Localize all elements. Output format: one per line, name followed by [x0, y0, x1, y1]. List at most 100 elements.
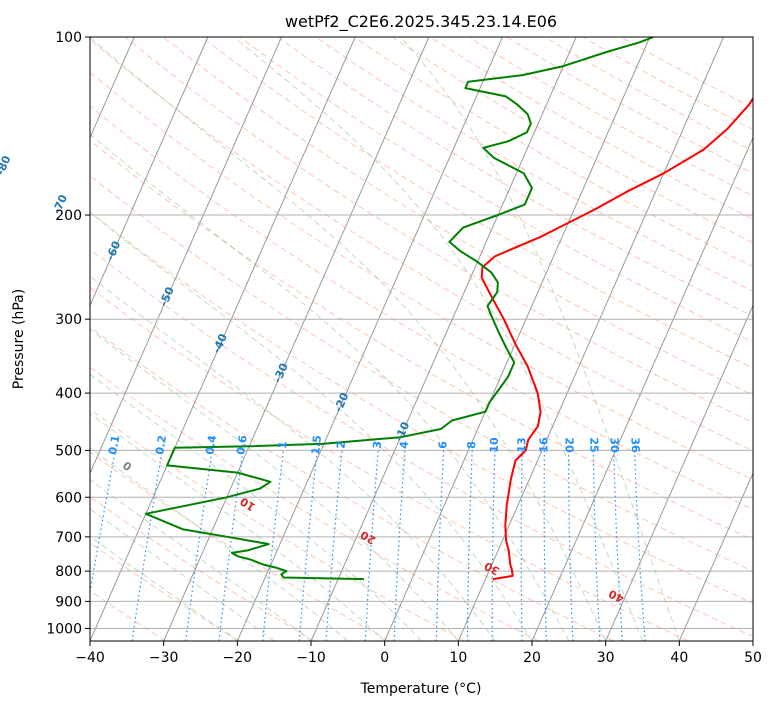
y-tick-label: 400 [55, 386, 82, 402]
x-tick-label: 10 [449, 650, 467, 666]
mixing-ratio-label: 13 [515, 437, 528, 453]
moist-adiabat-line [90, 211, 533, 641]
y-tick-label: 200 [55, 208, 82, 224]
y-tick-label: 300 [55, 312, 82, 328]
mixing-ratio-label: 6 [436, 440, 449, 449]
mixing-ratio-line [262, 450, 285, 641]
temperature-line [480, 96, 753, 581]
dry-adiabat-line [90, 175, 753, 572]
dry-adiabat-line [90, 105, 753, 510]
x-tick-label: −30 [149, 650, 179, 666]
isotherm-line [678, 471, 753, 641]
isotherm-line [310, 37, 577, 641]
x-tick-label: 30 [597, 650, 615, 666]
mixing-ratio-label: 8 [465, 441, 478, 449]
mixing-ratio-line [466, 450, 473, 641]
x-tick-label: 50 [744, 650, 762, 666]
isotherm-line [531, 136, 753, 641]
mixing-ratio-line [185, 450, 213, 641]
dry-adiabat-line [90, 496, 315, 641]
background-lines [90, 37, 753, 641]
x-tick-label: 0 [380, 650, 389, 666]
isotherm-line [384, 37, 651, 641]
mixing-ratio-label: 0.4 [203, 434, 219, 456]
mixing-ratio-label: 10 [488, 437, 501, 453]
isotherm-line [90, 37, 209, 307]
dry-adiabat-line [90, 211, 753, 604]
mixing-ratio-label: 16 [537, 437, 550, 453]
mixing-ratio-line [298, 450, 318, 641]
isotherm-line [90, 37, 356, 641]
mixing-ratio-line [435, 450, 445, 641]
moist-adiabat-line [90, 373, 422, 641]
isotherm-line [163, 37, 430, 641]
profile-lines [144, 37, 753, 581]
mixing-ratio-line [218, 450, 244, 641]
moist-adiabat-line [400, 37, 680, 641]
dry-adiabat-line [239, 37, 753, 343]
y-tick-label: 100 [55, 30, 82, 46]
dry-adiabat-line [277, 37, 753, 317]
mixing-ratio-line [543, 450, 547, 641]
mixing-ratio-line [393, 450, 406, 641]
mixing-ratio-line [90, 450, 116, 596]
y-tick-label: 1000 [46, 621, 82, 637]
mixing-ratio-line [325, 450, 343, 641]
x-tick-label: −20 [223, 650, 253, 666]
mixing-ratio-label: 25 [587, 437, 600, 453]
moist-adiabat-line [90, 275, 496, 641]
y-tick-label: 500 [55, 443, 82, 459]
dry-adiabat-label: 40 [606, 587, 626, 606]
mixing-ratio-label: 0.1 [106, 434, 122, 456]
dry-adiabat-label: 30 [482, 559, 502, 578]
mixing-ratio-line [520, 450, 523, 641]
x-tick-label: −10 [296, 650, 326, 666]
mixing-ratio-line [613, 450, 623, 641]
dry-adiabat-line [162, 37, 753, 396]
chart-title: wetPf2_C2E6.2025.345.23.14.E06 [285, 12, 557, 32]
dry-adiabat-line [124, 37, 753, 424]
isotherm-line [90, 37, 282, 475]
x-tick-label: 20 [523, 650, 541, 666]
moist-adiabat-line [90, 412, 386, 641]
dry-adiabat-line [90, 139, 753, 541]
y-tick-label: 900 [55, 594, 82, 610]
mixing-ratio-line [491, 450, 496, 641]
line-labels: -100-90-80-70-60-50-40-30-20-100.10.20.4… [0, 153, 642, 606]
mixing-ratio-label: 20 [563, 437, 576, 453]
mixing-ratio-label: 0.6 [234, 434, 250, 455]
moist-adiabat-line [90, 133, 570, 641]
mixing-ratio-label: 1 [276, 440, 290, 449]
moist-adiabat-line [90, 37, 607, 641]
mixing-ratio-line [592, 450, 601, 641]
y-axis-label: Pressure (hPa) [11, 289, 27, 389]
mixing-ratio-line [568, 450, 574, 641]
mixing-ratio-label: 3 [371, 441, 385, 450]
moist-adiabat-line [90, 328, 459, 641]
mixing-ratio-label: 30 [608, 437, 621, 453]
mixing-ratio-line [364, 450, 379, 641]
mixing-ratio-label: 0.2 [153, 434, 169, 455]
x-tick-label: −40 [75, 650, 105, 666]
dewpoint-line [144, 37, 654, 581]
dry-adiabat-line [90, 326, 614, 641]
mixing-ratio-label: 36 [628, 437, 642, 453]
mixing-ratio-label: 2 [334, 441, 348, 450]
isotherm-line [236, 37, 503, 641]
moist-adiabat-line [90, 447, 349, 641]
isotherm-line [605, 304, 753, 641]
axes: −40 −30 −20 −10 0 10 20 30 40 5010020030040050060… [46, 30, 762, 666]
moist-adiabat-line [233, 37, 643, 641]
mixing-ratio-label: 1.5 [309, 435, 324, 456]
dry-adiabat-line [90, 451, 390, 641]
y-tick-label: 600 [55, 490, 82, 506]
mixing-ratio-line [634, 450, 646, 641]
mixing-ratio-label: 4 [397, 440, 411, 449]
isotherm-line [457, 37, 724, 641]
dry-adiabat-line [90, 408, 465, 641]
x-tick-label: 40 [670, 650, 688, 666]
x-axis-label: Temperature (°C) [360, 681, 482, 697]
y-tick-label: 700 [55, 530, 82, 546]
